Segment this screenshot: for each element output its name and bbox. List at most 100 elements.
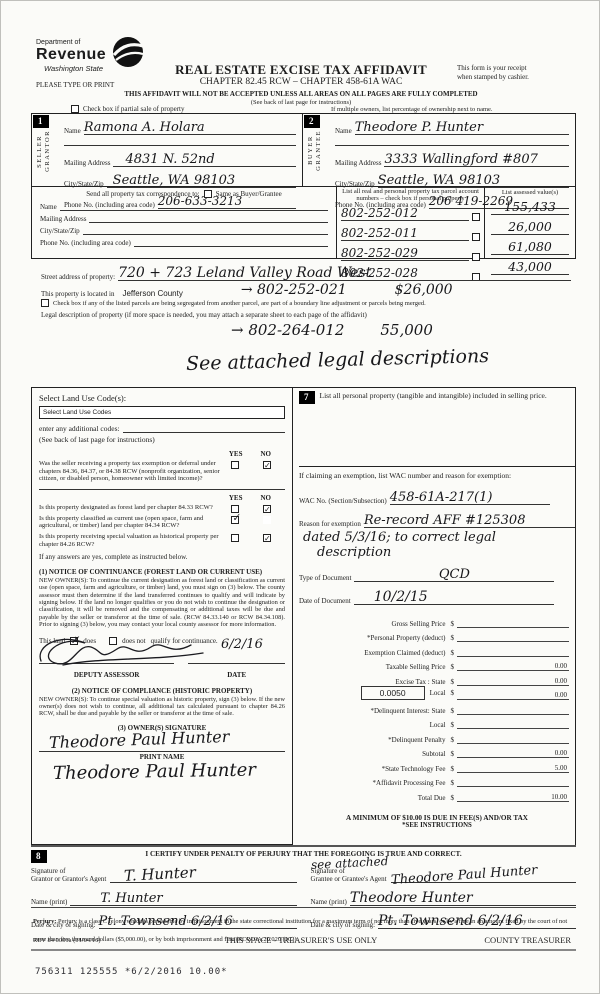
reason-field[interactable]: Re-record AFF #125308 — [363, 509, 575, 528]
seller-city-label: City/State/Zip — [64, 180, 104, 188]
logo-revenue-text: Revenue — [36, 46, 107, 63]
seller-name-field[interactable]: Ramona A. Holara — [83, 116, 296, 135]
additional-codes-field[interactable] — [122, 423, 285, 433]
fee-label-local: Local — [429, 689, 446, 697]
correspondence-mailing-field[interactable] — [89, 213, 328, 223]
annotation1-value: $26,000 — [394, 282, 453, 298]
fee-label-gross: Gross Selling Price — [391, 619, 446, 628]
parcel-personal-checkbox-1[interactable] — [472, 213, 480, 221]
fee-row-exemption: Exemption Claimed (deduct) $ — [299, 642, 569, 657]
dollar-sign: $ — [450, 779, 455, 787]
fee-row-tech-fee: *State Technology Fee $ 5.00 — [299, 758, 569, 773]
notice2-body: NEW OWNER(S): To continue special valuat… — [39, 695, 285, 718]
yes-header-2: YES — [228, 493, 243, 502]
grantee-signature-field[interactable]: Theodore Paul Hunter — [390, 863, 576, 888]
header-warning: THIS AFFIDAVIT WILL NOT BE ACCEPTED UNLE… — [124, 90, 478, 98]
grantee-name-field[interactable]: Theodore Hunter — [349, 887, 576, 906]
buyer-name2-field[interactable] — [335, 137, 569, 146]
buyer-phone-row: Phone No. (including area code) 206 419-… — [335, 190, 569, 209]
seller-side-label-2: GRANTOR — [44, 130, 51, 172]
buyer-name-field[interactable]: Theodore P. Hunter — [354, 116, 569, 135]
fee-row-total-due: Total Due $ 10.00 — [299, 787, 569, 802]
fee-row-personal: *Personal Property (deduct) $ — [299, 628, 569, 642]
exemption-no-checkbox[interactable]: ✓ — [263, 461, 271, 470]
land-use-dropdown[interactable]: Select Land Use Codes — [39, 406, 285, 419]
grantor-name-value: T. Hunter — [100, 891, 163, 906]
correspondence-city-field[interactable] — [82, 225, 328, 235]
segregated-checkbox[interactable] — [41, 299, 49, 307]
same-as-buyer-checkbox[interactable] — [203, 190, 212, 198]
correspondence-phone-row: Phone No. (including area code) — [40, 237, 328, 247]
no-header-2: NO — [260, 493, 272, 502]
current-use-no-checkbox[interactable] — [263, 515, 271, 524]
buyer-side-label-1: BUYER — [307, 135, 314, 166]
does-not-checkbox[interactable] — [109, 636, 118, 645]
forest-no-checkbox[interactable]: ✓ — [263, 504, 271, 513]
yes-header-1: YES — [228, 450, 243, 458]
additional-codes-label: enter any additional codes: — [39, 424, 120, 433]
fee-value-processing-fee — [457, 786, 569, 787]
owners-signature-field[interactable]: Theodore Paul Hunter — [39, 727, 285, 752]
reason-line2: dated 5/3/16; to correct legal — [303, 530, 496, 545]
dollar-sign: $ — [450, 793, 455, 802]
historic-yes-checkbox[interactable] — [231, 533, 239, 542]
buyer-mailing-field[interactable]: 3333 Wallingford #807 — [384, 148, 569, 167]
assessed-values-panel: List assessed value(s) 155,433 26,000 61… — [485, 187, 575, 275]
seller-name-value: Ramona A. Holara — [83, 120, 205, 135]
fee-row-penalty: *Delinquent Penalty $ — [299, 729, 569, 744]
seller-name2-field[interactable] — [64, 137, 296, 146]
yes-no-header-2: YES NO — [39, 494, 285, 502]
grantor-date-field[interactable]: Pt. Townsend 6/2/16 — [98, 910, 297, 929]
buyer-city-field[interactable]: Seattle, WA 98103 — [377, 169, 569, 188]
parcel-number-3: 802-252-029 — [341, 246, 418, 260]
question-forest: Is this property designated as forest la… — [39, 504, 285, 513]
buyer-name2-row — [335, 137, 569, 146]
forest-yes-checkbox[interactable] — [231, 504, 239, 513]
section8-badge: 8 — [31, 850, 47, 863]
street-address-field[interactable]: 720 + 723 Leland Valley Road West — [118, 262, 571, 281]
partial-sale-checkbox[interactable] — [71, 105, 79, 113]
seller-city-field[interactable]: Seattle, WA 98103 — [106, 169, 296, 188]
dollar-sign: $ — [450, 735, 455, 744]
correspondence-name-row: Name — [40, 201, 328, 211]
type-of-document-field[interactable]: QCD — [354, 563, 555, 582]
fee-row-subtotal: Subtotal $ 0.00 — [299, 744, 569, 758]
street-address-label: Street address of property: — [41, 273, 116, 281]
grantee-sig-label-1: Signature of — [310, 867, 345, 875]
dollar-sign: $ — [450, 689, 455, 697]
type-of-document-row: Type of Document QCD — [299, 563, 575, 582]
buyer-phone-field[interactable]: 206 419-2269 — [428, 190, 569, 209]
grantee-name-row: Name (print) Theodore Hunter — [311, 887, 576, 906]
fee-label-delinquent-local: Local — [429, 721, 446, 729]
grantor-sig-label-1: Signature of — [31, 867, 66, 875]
form-title: REAL ESTATE EXCISE TAX AFFIDAVIT — [175, 62, 427, 77]
fee-row-local: 0.0050 Local $ 0.00 — [299, 686, 569, 700]
dollar-sign: $ — [450, 721, 455, 729]
correspondence-panel: Send all property tax correspondence to:… — [32, 187, 337, 258]
parcel-personal-checkbox-3[interactable] — [472, 253, 480, 261]
seller-mailing-field[interactable]: 4831 N. 52nd — [113, 148, 296, 167]
fee-label-taxable: Taxable Selling Price — [385, 663, 446, 671]
wac-field[interactable]: 458-61A-217(1) — [389, 486, 550, 505]
exemption-yes-checkbox[interactable] — [231, 461, 239, 469]
historic-no-checkbox[interactable]: ✓ — [263, 533, 271, 542]
dor-logo: Department of Revenue Washington State — [36, 37, 146, 73]
grantor-name-field[interactable]: T. Hunter — [70, 887, 297, 906]
correspondence-name-field[interactable] — [59, 201, 328, 211]
deputy-assessor-label: DEPUTY ASSESSOR — [73, 670, 140, 679]
correspondence-phone-field[interactable] — [133, 237, 328, 247]
buyer-city-row: City/State/Zip Seattle, WA 98103 — [335, 169, 569, 188]
grantee-date-field[interactable]: Pt. Townsend 6/2/16 — [378, 910, 576, 929]
dollar-sign: $ — [450, 634, 455, 642]
current-use-yes-checkbox[interactable]: ✓ — [231, 511, 242, 525]
date-of-document-field[interactable]: 10/2/15 — [353, 586, 554, 605]
parcel-personal-checkbox-2[interactable] — [472, 233, 480, 241]
grantor-signature-field[interactable]: T. Hunter — [110, 863, 297, 885]
parcel-number-4: 802-252-028 — [341, 266, 418, 280]
fee-label-penalty: *Delinquent Penalty — [388, 735, 446, 744]
seller-phone-field[interactable]: 206-633-3213 — [157, 190, 296, 209]
grantee-sig-label-2: Grantee or Grantee's Agent — [310, 875, 387, 883]
notice2-title: (2) NOTICE OF COMPLIANCE (HISTORIC PROPE… — [71, 686, 253, 695]
assessed-value-3: 61,080 — [508, 239, 552, 254]
current-use-yes-check: ✓ — [231, 511, 242, 525]
